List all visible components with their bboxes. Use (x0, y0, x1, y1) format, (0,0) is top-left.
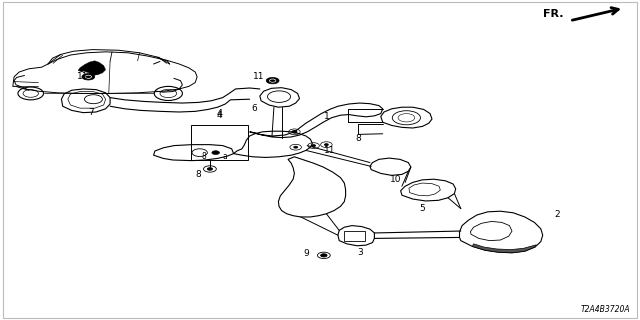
Text: 1: 1 (324, 112, 329, 121)
Text: 2: 2 (554, 210, 559, 219)
Circle shape (82, 74, 95, 80)
Circle shape (207, 168, 212, 170)
Circle shape (312, 145, 316, 147)
Text: 6: 6 (252, 104, 257, 113)
Text: 3: 3 (357, 248, 362, 257)
Text: 11: 11 (77, 72, 89, 81)
Circle shape (324, 144, 328, 146)
Circle shape (294, 146, 298, 148)
Text: T2A4B3720A: T2A4B3720A (580, 305, 630, 314)
Text: 11: 11 (253, 72, 265, 81)
Text: FR.: FR. (543, 9, 563, 20)
Text: 4: 4 (216, 109, 223, 119)
Bar (191, 125, 248, 160)
Text: 8: 8 (201, 152, 206, 161)
Text: 9: 9 (303, 249, 308, 258)
Bar (344, 231, 365, 241)
Text: 7: 7 (88, 108, 93, 116)
Text: a: a (223, 152, 228, 161)
Text: 8: 8 (196, 170, 201, 179)
Polygon shape (90, 68, 102, 75)
Text: 8: 8 (356, 134, 361, 143)
Circle shape (321, 254, 327, 257)
Text: 10: 10 (390, 175, 401, 184)
Text: 11: 11 (324, 146, 335, 155)
Circle shape (292, 131, 297, 133)
Text: 5: 5 (420, 204, 425, 212)
Text: 4: 4 (217, 111, 222, 120)
Polygon shape (78, 61, 106, 74)
Circle shape (266, 77, 279, 84)
Circle shape (212, 151, 220, 155)
Polygon shape (472, 244, 536, 253)
